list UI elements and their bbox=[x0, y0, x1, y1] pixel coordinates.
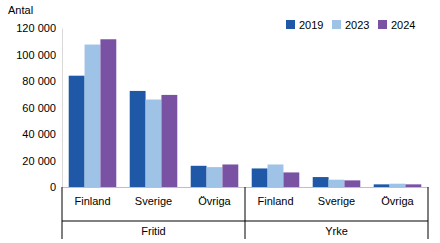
bar bbox=[405, 184, 421, 187]
legend-label: 2023 bbox=[345, 19, 369, 31]
bar bbox=[313, 177, 329, 187]
y-axis-line bbox=[62, 29, 63, 188]
legend-label: 2024 bbox=[391, 19, 415, 31]
bar bbox=[191, 166, 207, 187]
y-tick: 20 000 bbox=[22, 155, 62, 167]
y-tick-label: 120 000 bbox=[16, 22, 56, 34]
group-label: Fritid bbox=[141, 225, 165, 237]
x-tick-label: Sverige bbox=[135, 195, 172, 207]
y-tick: 100 000 bbox=[16, 49, 62, 61]
legend-swatch bbox=[286, 20, 295, 29]
legend-label: 2019 bbox=[299, 19, 323, 31]
y-tick: 80 000 bbox=[22, 75, 62, 87]
x-tick-label: Finland bbox=[74, 195, 110, 207]
y-axis: 0 20 000 40 000 60 000 80 000 100 000 120 000 bbox=[16, 22, 62, 193]
legend-item: 2024 bbox=[378, 19, 415, 31]
bar bbox=[252, 168, 268, 187]
x-tick-label: Övriga bbox=[198, 195, 231, 207]
x-tick: Finland bbox=[74, 187, 110, 207]
x-tick: Övriga bbox=[381, 187, 414, 207]
x-tick-label: Sverige bbox=[318, 195, 355, 207]
x-tick-label: Finland bbox=[257, 195, 293, 207]
x-tick: Sverige bbox=[135, 187, 172, 207]
legend-item: 2023 bbox=[332, 19, 369, 31]
bar-series bbox=[100, 39, 421, 187]
x-tick: Sverige bbox=[318, 187, 355, 207]
bar bbox=[268, 164, 284, 187]
x-tick-label: Övriga bbox=[381, 195, 414, 207]
bar bbox=[207, 167, 223, 187]
bar bbox=[85, 45, 101, 187]
y-tick-label: 40 000 bbox=[22, 128, 56, 140]
group-label: Yrke bbox=[325, 225, 348, 237]
y-tick-label: 0 bbox=[50, 181, 56, 193]
y-tick-label: 100 000 bbox=[16, 49, 56, 61]
bar bbox=[222, 164, 238, 187]
y-tick: 0 bbox=[50, 181, 62, 193]
group-baseline bbox=[62, 221, 428, 222]
y-tick: 60 000 bbox=[22, 102, 62, 114]
bar bbox=[69, 76, 85, 187]
bar bbox=[344, 180, 360, 187]
legend-item: 2019 bbox=[286, 19, 323, 31]
group-separator bbox=[62, 187, 63, 239]
y-tick: 40 000 bbox=[22, 128, 62, 140]
bar bbox=[283, 172, 299, 187]
legend-swatch bbox=[332, 20, 341, 29]
bar-series bbox=[69, 76, 390, 187]
y-tick-label: 80 000 bbox=[22, 75, 56, 87]
y-tick: 120 000 bbox=[16, 22, 62, 34]
legend-swatch bbox=[378, 20, 387, 29]
bar bbox=[374, 184, 390, 187]
bar bbox=[161, 95, 177, 187]
y-tick-label: 20 000 bbox=[22, 155, 56, 167]
category-groups: Fritid Yrke bbox=[62, 187, 428, 239]
y-axis-title: Antal bbox=[8, 4, 33, 16]
group-separator bbox=[245, 187, 246, 239]
x-tick: Finland bbox=[257, 187, 293, 207]
bar bbox=[146, 100, 162, 187]
legend: 2019 2023 2024 bbox=[286, 19, 415, 31]
bar bbox=[130, 91, 146, 187]
bar bbox=[100, 39, 116, 187]
group-separator bbox=[428, 187, 429, 239]
x-tick: Övriga bbox=[198, 187, 231, 207]
chart: 0 20 000 40 000 60 000 80 000 100 000 120 000 A… bbox=[0, 0, 440, 243]
y-tick-label: 60 000 bbox=[22, 102, 56, 114]
bar bbox=[390, 184, 406, 187]
bars bbox=[69, 39, 422, 187]
bar-series bbox=[85, 45, 406, 187]
bar bbox=[329, 180, 345, 187]
